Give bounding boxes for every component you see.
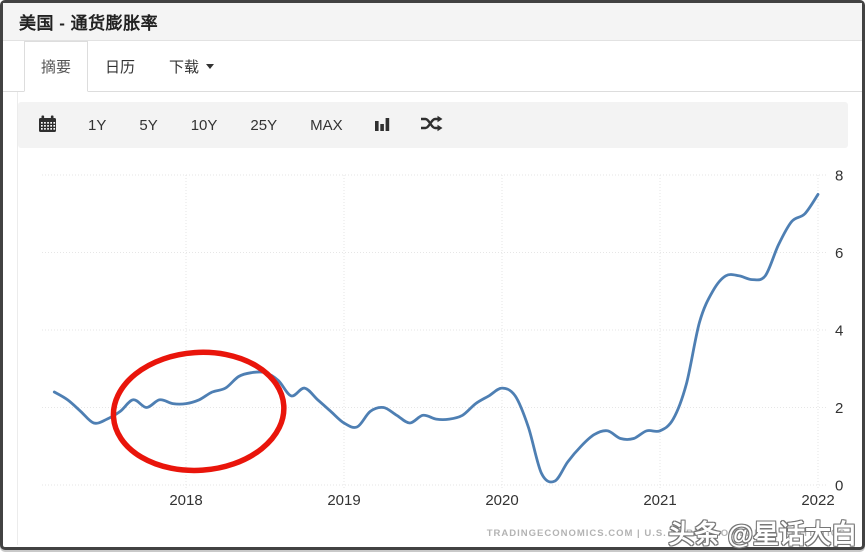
y-axis-label: 4 xyxy=(835,323,843,340)
x-axis-label: 2018 xyxy=(169,492,202,509)
y-axis-label: 8 xyxy=(835,168,843,185)
title-bar: 美国 - 通货膨胀率 xyxy=(3,3,862,41)
calendar-icon xyxy=(38,115,57,136)
shuffle-icon xyxy=(420,115,443,135)
range-button-5y[interactable]: 5Y xyxy=(127,111,169,140)
red-circle-annotation xyxy=(110,349,287,474)
range-button-10y[interactable]: 10Y xyxy=(179,111,230,140)
source-attribution: TRADINGECONOMICS.COM | U.S. BUREAU OF LA… xyxy=(486,528,846,539)
tab-calendar[interactable]: 日历 xyxy=(88,41,152,92)
panel-left-border xyxy=(17,41,18,545)
tab-download[interactable]: 下载 xyxy=(152,41,231,92)
inflation-line xyxy=(52,193,820,484)
inflation-chart[interactable]: 0 2 4 6 8 2018 2019 2020 2021 2022 xyxy=(3,154,862,554)
bar-chart-icon xyxy=(374,115,391,135)
tab-calendar-label: 日历 xyxy=(105,59,136,76)
tab-bar: 摘要 日历 下载 xyxy=(3,41,862,92)
range-button-25y[interactable]: 25Y xyxy=(238,111,289,140)
x-axis-label: 2021 xyxy=(643,492,676,509)
x-axis-label: 2022 xyxy=(801,492,834,509)
y-axis-label: 2 xyxy=(835,400,843,417)
chart-toolbar: 1Y 5Y 10Y 25Y MAX xyxy=(18,102,848,148)
tab-summary-label: 摘要 xyxy=(41,59,72,76)
caret-down-icon xyxy=(206,64,215,69)
toolbar-wrap: 1Y 5Y 10Y 25Y MAX xyxy=(3,92,862,154)
chart-area: 0 2 4 6 8 2018 2019 2020 2021 2022 TRADINGECONOMI… xyxy=(3,154,862,549)
y-axis-label: 0 xyxy=(835,478,843,495)
range-button-1y[interactable]: 1Y xyxy=(76,111,118,140)
x-axis-label: 2020 xyxy=(485,492,518,509)
compare-button[interactable] xyxy=(410,109,453,141)
y-axis-label: 6 xyxy=(835,245,843,262)
toutiao-watermark: 头条 @星话大白 xyxy=(668,519,857,549)
tab-summary[interactable]: 摘要 xyxy=(24,41,89,92)
chart-type-button[interactable] xyxy=(364,109,401,141)
range-button-max[interactable]: MAX xyxy=(298,111,355,140)
tab-download-label: 下载 xyxy=(169,59,200,76)
page-title: 美国 - 通货膨胀率 xyxy=(19,14,159,33)
calendar-button[interactable] xyxy=(28,109,67,142)
x-axis-label: 2019 xyxy=(327,492,360,509)
